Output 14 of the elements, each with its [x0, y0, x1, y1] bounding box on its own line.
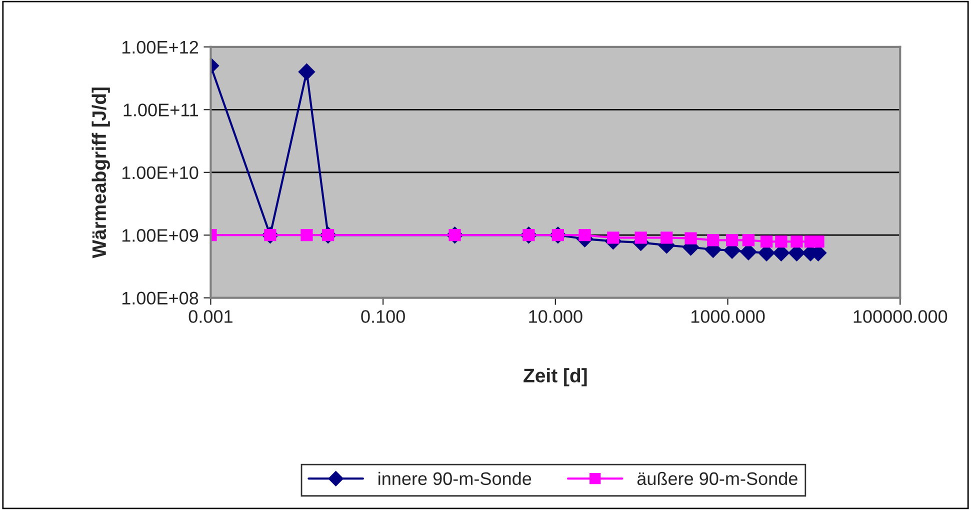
y-tick-label: 1.00E+11 — [124, 104, 198, 116]
legend-label: äußere 90-m-Sonde — [637, 472, 798, 486]
y-tick-label: 1.00E+12 — [122, 40, 198, 54]
y-tick-label: 1.00E+08 — [122, 292, 198, 305]
y-tick-label: 1.00E+09 — [122, 229, 198, 242]
x-axis-title: Zeit [d] — [524, 368, 587, 386]
x-tick-label: 100000.000 — [854, 310, 948, 323]
x-tick-label: 10.000 — [529, 310, 582, 323]
x-tick-label: 0.100 — [361, 310, 405, 323]
y-axis-title: Wärmeabgriff [J/d] — [92, 88, 110, 258]
legend-label: innere 90-m-Sonde — [378, 472, 532, 486]
x-tick-label: 1000.000 — [691, 310, 765, 323]
x-tick-label: 0.001 — [188, 310, 232, 323]
y-tick-label: 1.00E+10 — [122, 166, 198, 180]
